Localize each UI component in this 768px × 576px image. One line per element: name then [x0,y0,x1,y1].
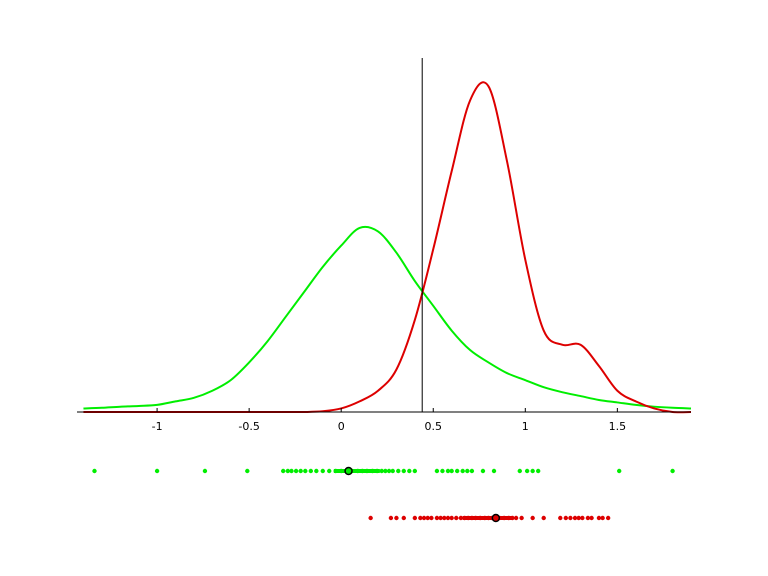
sample-dot [454,515,459,521]
sample-dot [401,468,406,474]
sample-dot [289,468,294,474]
x-tick-label: 0 [338,420,345,433]
sample-dot [558,515,563,521]
sample-dot [303,468,308,474]
sample-dot [421,515,427,521]
sample-dot [202,468,208,474]
sample-dot [383,468,388,474]
sample-dot [458,515,464,521]
sample-dot [394,515,399,521]
sample-dot [245,468,250,474]
sample-dot [519,515,524,521]
sample-dot [585,515,591,521]
sample-dot [460,468,465,474]
density-curve [83,225,692,410]
sample-dot [480,468,486,474]
sample-dot [491,468,497,474]
sample-dot [442,515,447,521]
sample-dot [517,468,522,474]
sample-dot [513,515,519,521]
sample-dot [438,515,443,521]
sample-dot [293,468,299,474]
sample-dot [429,515,434,521]
sample-dot [320,468,325,474]
sample-dot [396,468,401,474]
sample-dot [670,468,675,474]
sample-dot [92,468,97,474]
sample-dot [605,515,611,521]
sample-dot [388,515,394,521]
sample-dot [285,468,291,474]
sample-dot [541,515,546,521]
x-tick-label: 1 [522,420,529,433]
sample-dot [600,515,605,521]
sample-dot [368,515,373,521]
sample-dot [445,468,451,474]
sample-dot [298,468,303,474]
sample-dot [449,515,454,521]
sample-dot [530,468,535,474]
sample-dot [580,515,585,521]
sample-dot [454,468,460,474]
sample-dot [445,515,451,521]
x-tick-label: 1.5 [609,420,627,433]
sample-dot [568,515,573,521]
sample-dot [589,515,594,521]
sample-dot [407,468,412,474]
sample-dot [314,468,319,474]
sample-dot [425,515,430,521]
sample-dot [449,468,454,474]
sample-dot [281,468,286,474]
mean-marker [344,466,353,476]
sample-dot [469,468,475,474]
density-curve [83,81,692,414]
sample-dot [563,515,569,521]
sample-dot [386,468,392,474]
sample-dot [412,515,418,521]
x-tick-label: -0.5 [238,420,259,433]
sample-dot [327,468,332,474]
sample-dot [524,468,530,474]
sample-dot [434,468,440,474]
x-tick-label: -1 [152,420,163,433]
sample-dot [576,515,581,521]
sample-dot [401,515,406,521]
sample-dot [535,468,541,474]
sample-dot [596,515,602,521]
x-tick-label: 0.5 [424,420,442,433]
sample-dot [154,468,160,474]
sample-dot [616,468,622,474]
sample-dot [434,515,440,521]
sample-dot [308,468,314,474]
sample-dot [440,468,445,474]
sample-dot [418,515,423,521]
sample-dot [572,515,578,521]
sample-dot [390,468,395,474]
mean-marker [491,513,501,523]
sample-dot [412,468,418,474]
sample-dot [465,468,470,474]
sample-dot [379,468,384,474]
sample-dot [530,515,535,521]
